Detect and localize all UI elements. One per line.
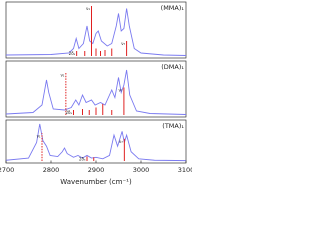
stick-label: ν₇ [119,88,123,93]
stick-label: ν₇ [121,41,125,46]
x-axis-title: Wavenumber (cm⁻¹) [60,178,132,186]
panel-label: (DMA)₁ [161,63,184,71]
stick-label: ν₁ [61,73,65,78]
stick-label: ν₇ [119,139,123,144]
x-tick-label: 2800 [43,166,60,174]
panel-label: (MMA)₁ [161,4,185,12]
spectrum-line [5,8,187,56]
panel-frame [5,1,187,59]
panel-label: (TMA)₁ [162,122,184,130]
spectrum-line [5,123,187,162]
chart: 2δₛ ν₁ ν₇ (MMA)₁ ν₁ 2δₛ ν₇ (DMA)₁ ν₁ 2δₛ ν₇ (TMA)₁ 2… [0,1,194,186]
x-tick-label: 2900 [88,166,105,174]
panel-frame [5,60,187,118]
x-tick-label: 3000 [133,166,150,174]
stick-label: 2δₛ [69,51,76,56]
stick-label: 2δₛ [79,157,86,162]
x-tick-label: 3100 [178,166,192,174]
stick-label: 2δₛ [66,110,73,115]
spectrum-line [5,69,187,115]
panel-frame [5,119,187,164]
stick-label: ν₁ [37,133,41,138]
x-tick-label: 2700 [0,166,14,174]
stick-label: ν₁ [86,6,90,11]
